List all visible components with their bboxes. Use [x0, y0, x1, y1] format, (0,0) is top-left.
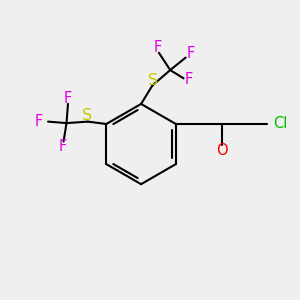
- Text: S: S: [148, 73, 158, 88]
- Text: S: S: [82, 108, 92, 123]
- Text: F: F: [59, 140, 67, 154]
- Text: O: O: [216, 143, 228, 158]
- Text: F: F: [187, 46, 195, 62]
- Text: Cl: Cl: [274, 116, 288, 131]
- Text: F: F: [64, 91, 72, 106]
- Text: F: F: [184, 72, 193, 87]
- Text: F: F: [34, 113, 43, 128]
- Text: F: F: [153, 40, 162, 55]
